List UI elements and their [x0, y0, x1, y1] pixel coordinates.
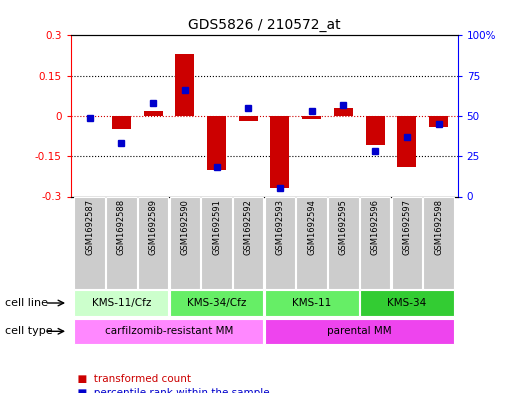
Bar	[169, 290, 264, 316]
Text: KMS-11/Cfz: KMS-11/Cfz	[92, 298, 151, 308]
Bar	[302, 116, 321, 119]
Text: KMS-34/Cfz: KMS-34/Cfz	[187, 298, 246, 308]
Bar	[297, 196, 327, 289]
Bar	[265, 196, 295, 289]
Bar	[392, 196, 422, 289]
Bar	[366, 116, 384, 145]
Bar	[233, 196, 264, 289]
Bar	[397, 116, 416, 167]
Text: KMS-34: KMS-34	[387, 298, 426, 308]
Text: ■  transformed count: ■ transformed count	[71, 374, 190, 384]
Bar	[265, 319, 454, 344]
Text: GSM1692592: GSM1692592	[244, 199, 253, 255]
Bar	[334, 108, 353, 116]
Bar	[74, 290, 168, 316]
Bar	[138, 196, 168, 289]
Bar	[207, 116, 226, 170]
Bar	[74, 319, 264, 344]
Bar	[175, 54, 195, 116]
Bar	[106, 196, 137, 289]
Text: KMS-11: KMS-11	[292, 298, 332, 308]
Bar	[74, 196, 105, 289]
Bar	[360, 196, 390, 289]
Bar	[423, 196, 454, 289]
Text: GSM1692593: GSM1692593	[276, 199, 285, 255]
Text: GSM1692589: GSM1692589	[149, 199, 157, 255]
Text: GSM1692590: GSM1692590	[180, 199, 189, 255]
Text: GSM1692591: GSM1692591	[212, 199, 221, 255]
Text: GSM1692596: GSM1692596	[371, 199, 380, 255]
Text: GSM1692595: GSM1692595	[339, 199, 348, 255]
Text: GSM1692594: GSM1692594	[307, 199, 316, 255]
Text: GSM1692598: GSM1692598	[434, 199, 443, 255]
Bar	[144, 110, 163, 116]
Bar	[360, 290, 454, 316]
Bar	[112, 116, 131, 129]
Bar	[265, 290, 359, 316]
Text: cell type: cell type	[5, 326, 53, 336]
Bar	[328, 196, 359, 289]
Text: GSM1692597: GSM1692597	[402, 199, 412, 255]
Text: ■  percentile rank within the sample: ■ percentile rank within the sample	[71, 387, 269, 393]
Bar	[169, 196, 200, 289]
Bar	[238, 116, 258, 121]
Bar	[270, 116, 290, 189]
Text: GSM1692588: GSM1692588	[117, 199, 126, 255]
Title: GDS5826 / 210572_at: GDS5826 / 210572_at	[188, 18, 340, 31]
Text: cell line: cell line	[5, 298, 48, 308]
Text: parental MM: parental MM	[327, 326, 392, 336]
Text: GSM1692587: GSM1692587	[85, 199, 94, 255]
Bar	[201, 196, 232, 289]
Text: carfilzomib-resistant MM: carfilzomib-resistant MM	[105, 326, 233, 336]
Bar	[429, 116, 448, 127]
